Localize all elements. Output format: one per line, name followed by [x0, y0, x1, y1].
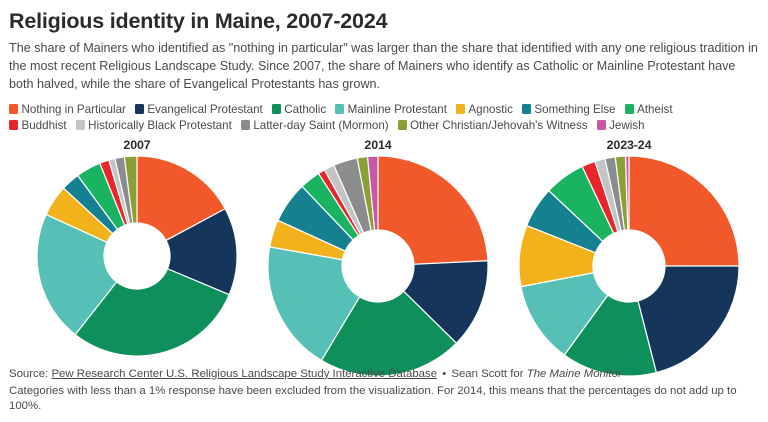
byline: Sean Scott for: [451, 367, 524, 380]
legend-swatch-icon: [134, 104, 144, 115]
donut-slice[interactable]: [320, 290, 458, 377]
source-line: Source: Pew Research Center U.S. Religio…: [9, 367, 759, 383]
legend-swatch-icon: [521, 104, 531, 115]
donut-wrapper: [266, 154, 490, 378]
legend-item[interactable]: Atheist: [624, 102, 673, 116]
legend-item-label: Agnostic: [468, 102, 513, 116]
donut-slice[interactable]: [136, 155, 226, 241]
donut-slice[interactable]: [563, 293, 658, 377]
donut-slice[interactable]: [74, 267, 231, 357]
footer-note: Categories with less than a 1% response …: [9, 384, 737, 413]
legend-swatch-icon: [335, 104, 345, 115]
legend-item-label: Atheist: [637, 102, 673, 116]
legend-item-label: Jewish: [609, 118, 645, 132]
chart-title: 2007: [123, 137, 151, 152]
legend-item[interactable]: Historically Black Protestant: [75, 118, 232, 132]
donut-slice[interactable]: [377, 155, 489, 265]
legend-item[interactable]: Something Else: [521, 102, 616, 116]
chart-block: 2007: [35, 138, 239, 358]
infographic-root: Religious identity in Maine, 2007-2024 T…: [0, 9, 768, 422]
legend-swatch-icon: [9, 104, 18, 115]
legend-item-label: Other Christian/Jehovah's Witness: [410, 118, 588, 132]
page-subtitle: The share of Mainers who identified as "…: [9, 41, 758, 91]
chart-title: 2014: [364, 137, 392, 152]
legend-item-label: Historically Black Protestant: [88, 118, 232, 132]
chart-title: 2023-24: [606, 137, 652, 152]
legend-item-label: Nothing in Particular: [21, 102, 126, 116]
legend-item[interactable]: Agnostic: [455, 102, 513, 116]
legend-swatch-icon: [397, 120, 407, 131]
legend-swatch-icon: [271, 104, 281, 115]
donut-slice[interactable]: [637, 265, 740, 373]
legend-item-label: Something Else: [534, 102, 616, 116]
legend-item[interactable]: Other Christian/Jehovah's Witness: [397, 118, 588, 132]
donut-slice[interactable]: [123, 155, 138, 224]
donut-chart-group: 2007 2014 2023-24: [9, 138, 759, 378]
donut-chart-2007: [36, 155, 238, 357]
legend-item[interactable]: Nothing in Particular: [9, 103, 126, 116]
legend-item-label: Latter-day Saint (Mormon): [253, 118, 389, 132]
legend-swatch-icon: [75, 120, 85, 131]
legend-swatch-icon: [9, 120, 18, 131]
legend-item[interactable]: Evangelical Protestant: [134, 102, 263, 116]
footer: Source: Pew Research Center U.S. Religio…: [9, 367, 759, 415]
chart-block: 2014: [266, 138, 490, 378]
legend-item-label: Catholic: [284, 102, 327, 116]
source-prefix: Source:: [9, 367, 49, 380]
legend-item-label: Buddhist: [21, 118, 67, 132]
donut-chart-2014: [267, 155, 489, 377]
legend-item[interactable]: Jewish: [596, 118, 645, 132]
chart-legend: Nothing in Particular Evangelical Protest…: [9, 103, 729, 132]
donut-wrapper: [517, 154, 741, 378]
legend-item[interactable]: Catholic: [271, 102, 327, 116]
donut-slice[interactable]: [402, 259, 489, 344]
chart-block: 2023-24: [517, 138, 741, 378]
legend-swatch-icon: [455, 104, 465, 115]
footer-separator: •: [442, 367, 447, 380]
donut-slice[interactable]: [624, 155, 630, 231]
donut-slice[interactable]: [36, 213, 118, 336]
source-link[interactable]: Pew Research Center U.S. Religious Lands…: [51, 367, 438, 380]
legend-item[interactable]: Mainline Protestant: [335, 103, 447, 116]
donut-slice[interactable]: [366, 155, 379, 231]
legend-item-label: Mainline Protestant: [347, 102, 447, 116]
legend-swatch-icon: [596, 120, 606, 131]
legend-item-label: Evangelical Protestant: [147, 102, 263, 116]
publication-name: The Maine Monitor: [526, 367, 622, 380]
donut-slice[interactable]: [628, 155, 740, 267]
donut-slice[interactable]: [267, 245, 361, 361]
donut-wrapper: [35, 154, 239, 358]
page-title: Religious identity in Maine, 2007-2024: [9, 9, 388, 33]
legend-swatch-icon: [624, 104, 634, 115]
legend-swatch-icon: [240, 120, 250, 131]
legend-item[interactable]: Buddhist: [9, 119, 67, 132]
legend-item[interactable]: Latter-day Saint (Mormon): [240, 118, 389, 132]
donut-chart-2023-24: [518, 155, 740, 377]
